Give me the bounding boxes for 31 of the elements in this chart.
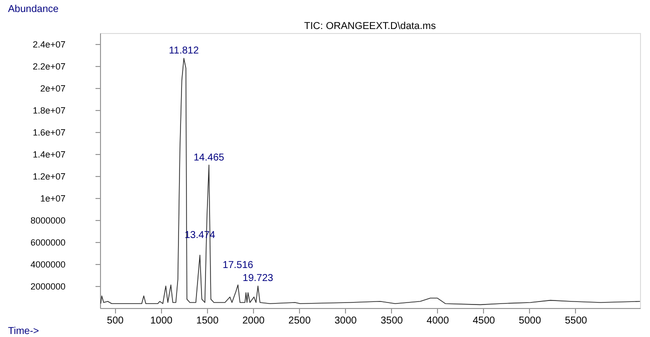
y-tick-label: 6000000 bbox=[30, 238, 66, 248]
y-tick-label: 4000000 bbox=[30, 260, 66, 270]
x-tick-label: 3000 bbox=[334, 316, 358, 326]
x-tick-label: 5500 bbox=[564, 316, 588, 326]
x-tick-label: 500 bbox=[106, 316, 124, 326]
y-tick-label: 1.4e+07 bbox=[32, 150, 66, 160]
x-tick-label: 5000 bbox=[518, 316, 542, 326]
x-tick-label: 1500 bbox=[196, 316, 219, 326]
x-tick-label: 3500 bbox=[380, 316, 404, 326]
annotation: 19.723 bbox=[242, 273, 274, 284]
annotation: 17.516 bbox=[222, 260, 254, 271]
x-tick-label: 4500 bbox=[472, 316, 496, 326]
y-tick-label: 2.2e+07 bbox=[32, 62, 66, 72]
annotation: 14.465 bbox=[194, 152, 225, 164]
line-series bbox=[100, 58, 640, 306]
annotation: 11.812 bbox=[168, 45, 200, 56]
x-tick-label: 1000 bbox=[150, 316, 173, 326]
y-axis-title: Abundance bbox=[8, 4, 60, 15]
y-tick-label: 2000000 bbox=[30, 282, 66, 292]
y-tick-label: 2.4e+07 bbox=[32, 40, 66, 50]
y-tick-label: 1.2e+07 bbox=[32, 172, 66, 182]
x-tick-label: 2500 bbox=[288, 316, 312, 326]
y-tick-label: 1e+07 bbox=[40, 194, 66, 204]
x-tick-label: 4000 bbox=[426, 316, 450, 326]
x-tick-label: 2000 bbox=[242, 316, 266, 326]
y-tick-label: 8000000 bbox=[30, 216, 66, 226]
y-tick-label: 2e+07 bbox=[40, 84, 66, 94]
x-axis-title: Time-> bbox=[8, 326, 40, 337]
chart-title: TIC: ORANGEEXT.D\data.ms bbox=[304, 21, 436, 32]
y-tick-label: 1.6e+07 bbox=[32, 128, 66, 138]
y-tick-label: 1.8e+07 bbox=[32, 106, 66, 116]
